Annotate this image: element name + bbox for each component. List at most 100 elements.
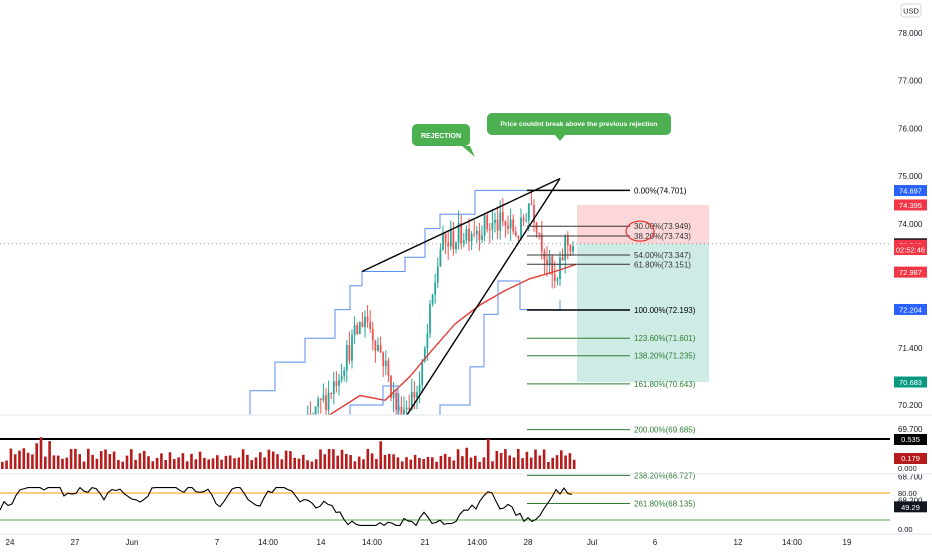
candle-body (566, 236, 569, 246)
candle-body (371, 329, 374, 341)
candle-body (436, 266, 439, 283)
candle-body (486, 215, 489, 230)
volume-bar (78, 454, 81, 469)
volume-bar (203, 457, 206, 469)
volume-bar (439, 455, 443, 469)
volume-bar (276, 454, 279, 469)
candle-body (473, 233, 476, 235)
volume-bar (366, 448, 370, 469)
volume-bar (323, 454, 327, 469)
volume-bar (207, 459, 210, 469)
volume-bar (435, 461, 438, 469)
volume-bar (168, 452, 172, 469)
volume-bar (31, 454, 34, 469)
volume-bar (69, 449, 73, 469)
candle-body (442, 233, 444, 250)
candle-body (343, 370, 346, 377)
candle-body (351, 334, 353, 361)
wedge-lower-trendline (406, 178, 561, 415)
volume-bar (198, 451, 202, 469)
candle-body (426, 333, 429, 349)
candle-body (338, 379, 340, 386)
price-tag (894, 244, 927, 256)
candle-body (470, 233, 473, 242)
volume-bar (336, 455, 339, 469)
candle-body (416, 392, 418, 398)
volume-tag-label: 0.179 (901, 454, 920, 463)
candle-body (507, 225, 509, 229)
candle-body (509, 219, 512, 229)
volume-bar (237, 457, 241, 469)
note-callout (487, 113, 671, 135)
volume-bar (142, 450, 146, 469)
volume-bar (357, 456, 361, 469)
candle-body (314, 406, 317, 415)
time-tick-label: 14:00 (782, 538, 803, 547)
time-tick-label: 14:00 (258, 538, 279, 547)
volume-bar (392, 454, 395, 469)
volume-bar (469, 457, 473, 469)
candle-body (561, 257, 564, 261)
volume-bar (474, 455, 477, 469)
fib-level-label: 54.00%(73.347) (634, 251, 691, 260)
volume-bar (220, 459, 223, 469)
candle-body (390, 375, 392, 398)
volume-bar (302, 454, 305, 469)
volume-bar (130, 449, 133, 469)
candle-body (449, 230, 452, 247)
time-tick-label: Jul (587, 538, 597, 547)
time-tick-label: 21 (421, 538, 430, 547)
volume-bar (345, 453, 348, 469)
volume-bar (568, 453, 572, 469)
volume-bar (160, 453, 163, 469)
volume-axis-label: 0.000 (898, 464, 917, 473)
stop-zone (577, 204, 709, 244)
fibonacci-retracement: 0.00%(74.701) 30.00%(73.949)38.20%(73.743… (527, 186, 696, 509)
volume-bar (117, 459, 120, 469)
candle-body (431, 294, 434, 305)
candle-body (330, 392, 333, 394)
candle-body (345, 345, 348, 371)
price-tick-label: 77.000 (898, 77, 923, 86)
candle-body (535, 222, 538, 233)
volume-bar (190, 453, 193, 469)
volume-bar (396, 457, 400, 469)
candle-body (423, 348, 426, 361)
volume-bar (95, 458, 99, 469)
volume-bar (388, 453, 391, 469)
volume-bar (375, 458, 378, 469)
volume-bar (112, 451, 116, 469)
candle-body (377, 344, 379, 351)
candle-body (444, 233, 447, 243)
volume-bar (478, 461, 481, 469)
volume-bar (56, 455, 60, 469)
candle-body (392, 392, 395, 398)
time-tick-label: 27 (71, 538, 80, 547)
volume-bar (87, 448, 90, 469)
candle-body (569, 245, 572, 252)
volume-bar (499, 452, 503, 469)
volume-bar (134, 459, 137, 469)
price-tick-label: 68.200 (898, 496, 923, 505)
candle-body (553, 274, 556, 281)
volume-bar (521, 458, 524, 469)
volume-bar (340, 449, 344, 469)
candle-body (439, 249, 442, 267)
volume-bar (138, 453, 142, 469)
candle-body (455, 242, 457, 250)
time-tick-label: 28 (524, 538, 533, 547)
candle-body (496, 219, 499, 231)
candle-body (353, 325, 356, 335)
candle-body (546, 259, 548, 265)
volume-bar (185, 461, 189, 469)
volume-bar (104, 449, 107, 469)
candle-body (457, 222, 460, 243)
candle-body (501, 211, 504, 222)
candle-body (483, 215, 486, 236)
candle-body (481, 235, 483, 240)
volume-bar (177, 457, 180, 469)
volume-bar (353, 461, 357, 469)
volume-bar (379, 441, 382, 469)
candle-body (379, 344, 382, 353)
